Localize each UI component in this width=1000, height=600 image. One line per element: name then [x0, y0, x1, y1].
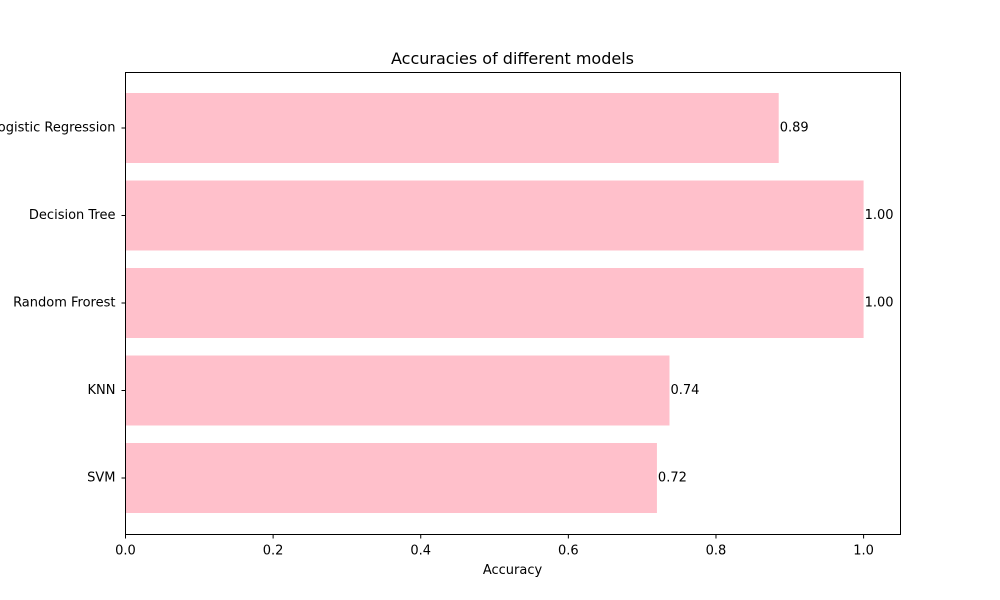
data-label-group: 0.89 1.00 1.00 0.74 0.72	[658, 121, 894, 486]
data-label: 0.89	[780, 121, 809, 136]
y-tick-label: Decision Tree	[29, 208, 116, 223]
plot-frame	[125, 72, 901, 535]
data-label: 0.74	[670, 383, 699, 398]
x-tick-label: 0.6	[558, 544, 579, 559]
bar	[125, 268, 864, 338]
y-tick-label: Logistic Regression	[0, 121, 116, 136]
bar	[125, 180, 864, 251]
x-axis-label: Accuracy	[483, 563, 543, 578]
bar	[125, 93, 779, 163]
data-label: 1.00	[865, 208, 894, 223]
chart-title: Accuracies of different models	[391, 49, 634, 68]
x-tick-label: 0.2	[263, 544, 284, 559]
x-axis-ticks: 0.0 0.2 0.4 0.6 0.8 1.0	[115, 534, 874, 559]
x-tick-label: 0.0	[115, 544, 136, 559]
y-tick-label: SVM	[87, 471, 115, 486]
y-tick-label: KNN	[88, 383, 116, 398]
y-axis-ticks: Logistic Regression Decision Tree Random F…	[0, 121, 126, 486]
bar	[125, 355, 670, 426]
bar-group	[125, 93, 864, 513]
x-tick-label: 0.8	[706, 544, 727, 559]
x-tick-label: 1.0	[853, 544, 874, 559]
y-tick-label: Random Frorest	[13, 296, 115, 311]
data-label: 1.00	[865, 296, 894, 311]
data-label: 0.72	[658, 471, 687, 486]
x-tick-label: 0.4	[410, 544, 431, 559]
bar	[125, 443, 657, 513]
